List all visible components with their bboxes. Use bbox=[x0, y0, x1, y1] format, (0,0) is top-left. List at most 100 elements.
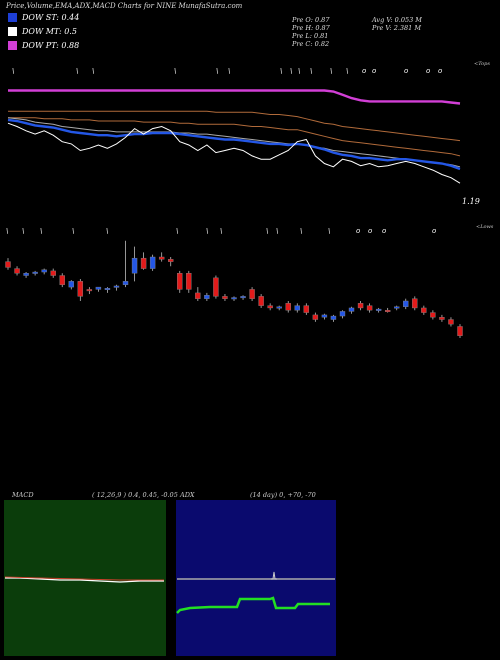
chart-title: Price,Volume,EMA,ADX,MACD Charts for NIN… bbox=[6, 2, 243, 10]
candle-body bbox=[403, 300, 409, 307]
candle-body bbox=[158, 256, 165, 260]
legend-label: DOW MT: 0.5 bbox=[22, 27, 77, 36]
candle-body bbox=[240, 296, 246, 299]
candle-body bbox=[149, 256, 156, 269]
candle-body bbox=[448, 319, 454, 325]
candle bbox=[448, 317, 454, 327]
candle bbox=[86, 287, 93, 295]
candle-body bbox=[177, 273, 183, 290]
legend-swatch-icon bbox=[8, 41, 17, 50]
slash-marker-icon: \ bbox=[206, 227, 208, 235]
slash-marker-icon: \ bbox=[220, 227, 222, 235]
candle-body bbox=[330, 315, 337, 320]
lows-label: <Lows bbox=[476, 224, 494, 230]
slash-marker-icon: \ bbox=[106, 227, 108, 235]
slash-marker-icon: \ bbox=[174, 67, 176, 75]
candle-body bbox=[421, 307, 427, 313]
circle-marker-icon: o bbox=[368, 227, 372, 235]
candle bbox=[122, 240, 129, 288]
legend-label: DOW ST: 0.44 bbox=[22, 13, 80, 22]
legend-swatch-icon bbox=[8, 13, 17, 22]
candle-body bbox=[195, 292, 201, 299]
circle-marker-icon: o bbox=[404, 67, 408, 75]
slash-marker-icon: \ bbox=[328, 227, 330, 235]
candle-body bbox=[249, 289, 255, 299]
candle-body bbox=[285, 303, 291, 311]
candle bbox=[240, 295, 246, 300]
macd-label: MACD bbox=[12, 491, 34, 499]
candle bbox=[5, 258, 11, 270]
slash-marker-icon: \ bbox=[12, 67, 14, 75]
candle-body bbox=[394, 306, 400, 309]
candles bbox=[5, 240, 463, 339]
slash-marker-icon: \ bbox=[346, 67, 348, 75]
candle-body bbox=[32, 271, 38, 274]
candle bbox=[457, 324, 463, 339]
candle bbox=[104, 287, 111, 293]
last-price-label: 1.19 bbox=[462, 197, 480, 206]
ema-line-3 bbox=[7, 117, 461, 168]
candle-body bbox=[77, 281, 84, 297]
legend-dow-st: DOW ST: 0.44 bbox=[8, 13, 79, 22]
circle-marker-icon: o bbox=[438, 67, 442, 75]
macd-params: ( 12,26,9 ) 0.4, 0.45, -0.05 bbox=[92, 491, 178, 499]
ema-line-0 bbox=[8, 89, 461, 105]
candle bbox=[113, 284, 120, 291]
slash-marker-icon: \ bbox=[22, 227, 24, 235]
slash-marker-icon: \ bbox=[216, 67, 218, 75]
candle bbox=[68, 280, 74, 290]
slash-marker-icon: \ bbox=[330, 67, 332, 75]
candle bbox=[348, 306, 355, 314]
legend-swatch-icon bbox=[8, 27, 17, 36]
candle-body bbox=[86, 289, 93, 292]
candle bbox=[439, 314, 445, 322]
candle bbox=[312, 312, 319, 322]
slash-marker-icon: \ bbox=[40, 227, 42, 235]
candle-body bbox=[339, 311, 346, 317]
candle bbox=[168, 257, 174, 267]
candle-body bbox=[222, 296, 228, 299]
stat-close: Pre C: 0.82 bbox=[292, 40, 330, 48]
top-markers: \ \ \ \ \ \ \ \ \ \ \ \ o o o o o bbox=[12, 67, 442, 75]
candle bbox=[267, 303, 273, 311]
candle bbox=[403, 298, 409, 310]
circle-marker-icon: o bbox=[356, 227, 360, 235]
slash-marker-icon: \ bbox=[290, 67, 292, 75]
candle-body bbox=[113, 285, 120, 288]
candle-body bbox=[59, 275, 65, 285]
slash-marker-icon: \ bbox=[310, 67, 312, 75]
ema-lines bbox=[7, 89, 461, 184]
candle-body bbox=[375, 308, 382, 311]
candle bbox=[294, 303, 300, 313]
candle-body bbox=[131, 257, 138, 274]
legend-label: DOW PT: 0.88 bbox=[22, 41, 80, 50]
candle-body bbox=[204, 295, 210, 299]
candle bbox=[394, 305, 400, 311]
candle bbox=[375, 307, 382, 313]
stat-high: Pre H: 0.87 bbox=[292, 24, 330, 32]
candle-body bbox=[457, 326, 463, 336]
slash-marker-icon: \ bbox=[298, 67, 300, 75]
candle bbox=[177, 270, 183, 293]
candle-body bbox=[384, 310, 391, 312]
candle-body bbox=[140, 257, 147, 269]
slash-marker-icon: \ bbox=[6, 227, 8, 235]
candle-body bbox=[41, 269, 47, 273]
stat-open: Pre O: 0.87 bbox=[292, 16, 330, 24]
candle-body bbox=[122, 281, 129, 285]
candle-body bbox=[23, 273, 29, 276]
candle bbox=[276, 305, 282, 311]
candle bbox=[384, 307, 391, 313]
candle bbox=[430, 310, 436, 320]
candle-body bbox=[412, 298, 418, 309]
candle-body bbox=[312, 314, 319, 320]
slash-marker-icon: \ bbox=[266, 227, 268, 235]
candle-body bbox=[168, 259, 174, 262]
candle bbox=[41, 268, 47, 275]
candle bbox=[421, 305, 427, 315]
adx-spike bbox=[271, 571, 277, 580]
adx-panel bbox=[176, 500, 336, 656]
slash-marker-icon: \ bbox=[228, 67, 230, 75]
slash-marker-icon: \ bbox=[92, 67, 94, 75]
candle bbox=[330, 314, 337, 322]
